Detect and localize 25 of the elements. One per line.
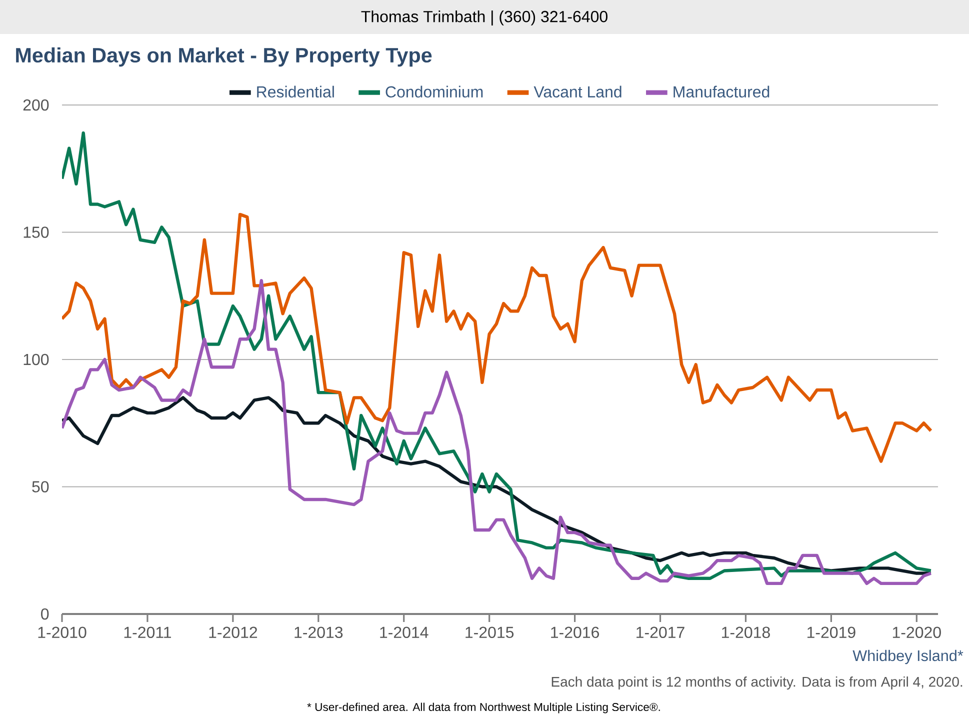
x-tick-label: 1-2018	[722, 626, 770, 638]
x-tick-label: 1-2019	[807, 626, 856, 638]
x-tick-label: 1-2016	[551, 626, 599, 638]
x-tick-label: 1-2020	[892, 626, 941, 638]
text: Each data point is 12 months of activity. Data is from April 4, 2020.	[552, 676, 962, 690]
legend-label: Residential	[257, 86, 334, 98]
x-tick-label: 1-2017	[636, 626, 684, 638]
legend-label: Condominium	[386, 86, 483, 98]
text: Thomas Trimbath | (360) 321-6400	[361, 10, 608, 26]
x-tick-label: 1-2014	[380, 626, 428, 638]
y-tick-label: 150	[24, 226, 49, 238]
legend-label: Vacant Land	[534, 86, 622, 98]
x-tick-label: 1-2011	[124, 626, 171, 638]
y-tick-label: 100	[24, 354, 49, 366]
y-tick-label: 200	[23, 99, 49, 111]
x-tick-label: 1-2015	[466, 626, 514, 638]
text: * User-defined area. All data from Northwest Multiple Listing Service®.	[307, 702, 660, 714]
text: Whidbey Island*	[852, 650, 964, 664]
legend-label: Manufactured	[674, 86, 770, 98]
x-tick-label: 1-2010	[38, 626, 86, 638]
y-tick-label: 0	[41, 608, 49, 620]
x-tick-label: 1-2013	[294, 626, 343, 638]
chart-title: Median Days on Market - By Property Type	[16, 47, 432, 67]
x-tick-label: 1-2012	[209, 626, 258, 638]
y-tick-label: 50	[32, 481, 49, 492]
